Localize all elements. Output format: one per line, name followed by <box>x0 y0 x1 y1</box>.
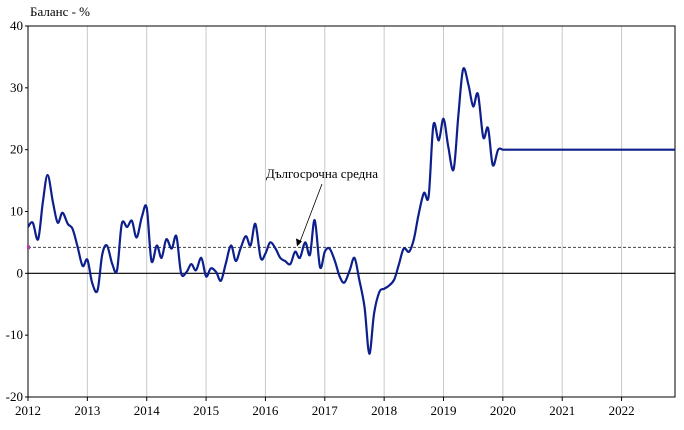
annotation: Дългосрочна средна <box>266 166 378 247</box>
average-marker <box>27 245 30 250</box>
y-tick-label-0: 0 <box>17 265 24 280</box>
plot-frame <box>27 25 676 398</box>
y-tick-label-30: 30 <box>10 80 23 95</box>
y-tick-label-40: 40 <box>10 18 23 33</box>
x-tick-label-2018: 2018 <box>371 403 397 418</box>
x-tick-label-2017: 2017 <box>312 403 339 418</box>
long-term-average-line <box>27 245 675 250</box>
annotation-label: Дългосрочна средна <box>266 166 378 181</box>
x-tick-label-2019: 2019 <box>431 403 457 418</box>
x-tick-label-2021: 2021 <box>549 403 575 418</box>
axes <box>25 25 676 401</box>
x-tick-label-2015: 2015 <box>193 403 219 418</box>
x-tick-label-2020: 2020 <box>490 403 516 418</box>
x-tick-label-2013: 2013 <box>74 403 100 418</box>
x-tick-labels: 2012 2013 2014 2015 2016 2017 2018 2019 2020 2021… <box>15 403 635 418</box>
y-tick-label-10: 10 <box>10 204 23 219</box>
y-tick-label--10: -10 <box>6 327 23 342</box>
y-tick-labels: -20 -10 0 10 20 30 40 <box>6 18 23 404</box>
annotation-arrow-line <box>298 183 323 245</box>
x-tick-label-2014: 2014 <box>134 403 161 418</box>
series-line-0 <box>27 67 675 355</box>
chart-title-y: Баланс - % <box>30 4 90 19</box>
x-tick-label-2012: 2012 <box>15 403 41 418</box>
y-tick-label-20: 20 <box>10 142 23 157</box>
y-tick-label--20: -20 <box>6 389 23 404</box>
x-tick-label-2016: 2016 <box>252 403 279 418</box>
series-group <box>27 67 675 355</box>
annotation-arrow-head <box>296 238 302 247</box>
x-tick-label-2022: 2022 <box>609 403 635 418</box>
grid-lines <box>86 26 623 397</box>
